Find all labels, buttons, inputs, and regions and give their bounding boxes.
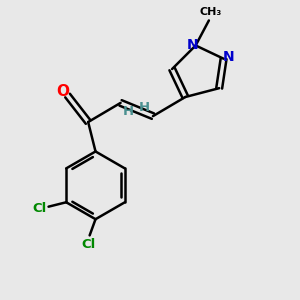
Text: Cl: Cl [33,202,47,215]
Text: CH₃: CH₃ [199,7,221,17]
Text: O: O [56,85,69,100]
Text: Cl: Cl [81,238,95,251]
Text: N: N [186,38,198,52]
Text: N: N [223,50,235,64]
Text: H: H [123,105,134,118]
Text: H: H [139,101,150,114]
